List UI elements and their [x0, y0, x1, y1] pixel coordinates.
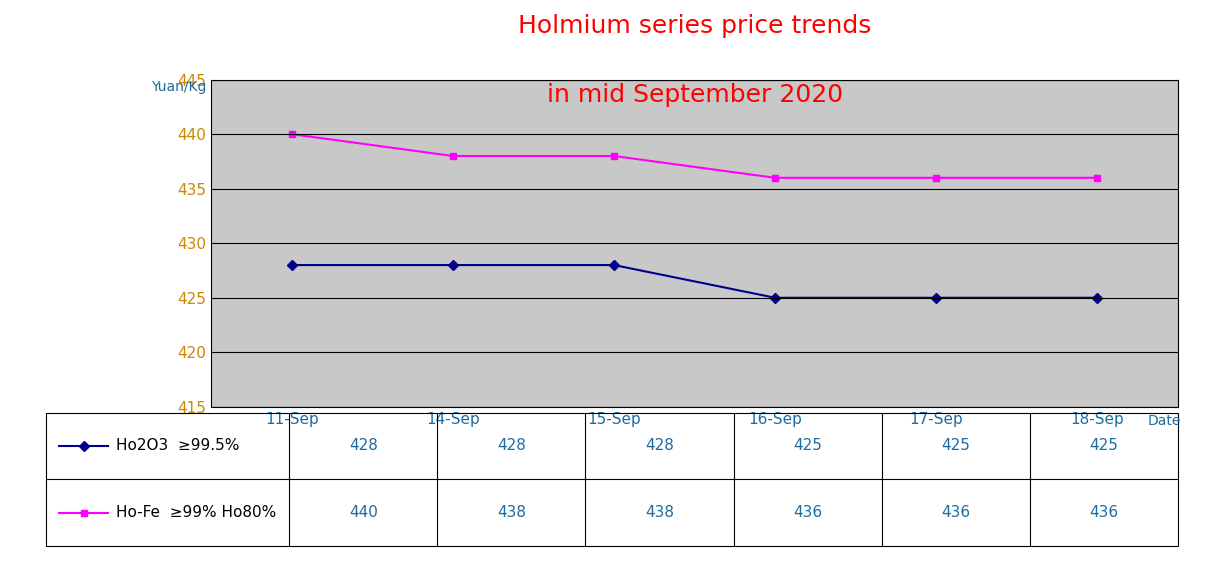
Text: in mid September 2020: in mid September 2020: [546, 83, 843, 106]
Text: Ho2O3  ≥99.5%: Ho2O3 ≥99.5%: [116, 439, 239, 453]
Text: 438: 438: [645, 505, 674, 520]
Text: 428: 428: [645, 439, 674, 453]
Text: Yuan/Kg: Yuan/Kg: [151, 80, 207, 94]
Text: 436: 436: [941, 505, 970, 520]
Text: 428: 428: [496, 439, 525, 453]
Text: 440: 440: [349, 505, 378, 520]
Text: Holmium series price trends: Holmium series price trends: [518, 14, 871, 38]
Text: Date: Date: [1148, 414, 1181, 428]
Text: 438: 438: [496, 505, 525, 520]
Text: 436: 436: [792, 505, 823, 520]
Text: 425: 425: [794, 439, 821, 453]
Text: Ho-Fe  ≥99% Ho80%: Ho-Fe ≥99% Ho80%: [116, 505, 277, 520]
Text: 425: 425: [1090, 439, 1119, 453]
Text: 428: 428: [349, 439, 378, 453]
Text: 425: 425: [941, 439, 970, 453]
Text: 436: 436: [1090, 505, 1119, 520]
